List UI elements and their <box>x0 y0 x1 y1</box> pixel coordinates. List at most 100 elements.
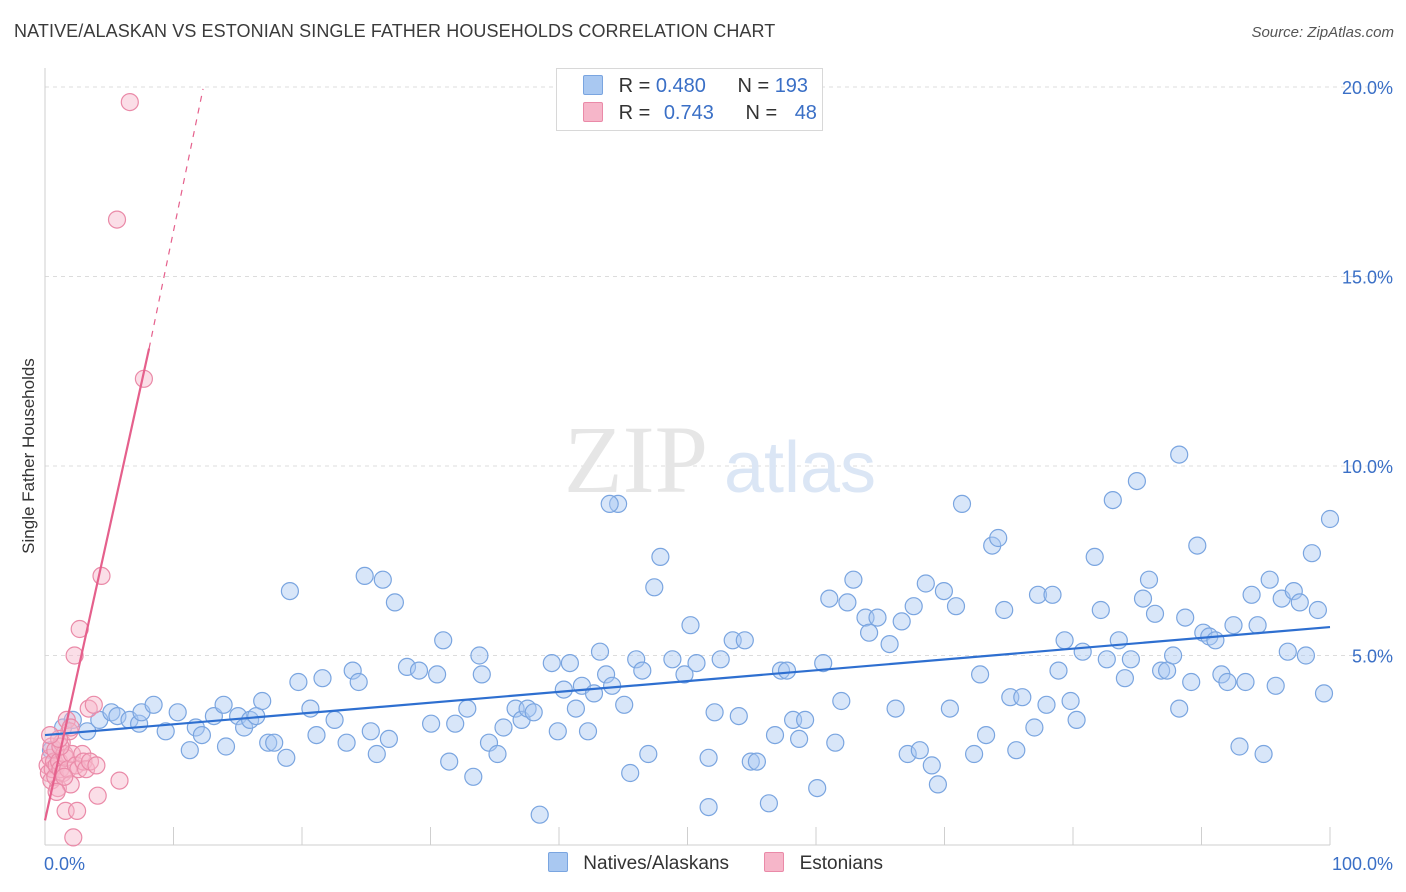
y-tick-label: 5.0% <box>1352 646 1393 666</box>
point-natives <box>940 699 960 718</box>
point-natives <box>675 665 694 684</box>
bottom-legend: Natives/Alaskans Estonians <box>548 852 913 875</box>
point-natives <box>970 665 990 684</box>
point-natives <box>458 699 477 718</box>
point-natives <box>566 699 586 718</box>
point-natives <box>409 661 429 680</box>
point-natives <box>922 756 941 775</box>
point-natives <box>385 593 404 612</box>
point-natives <box>542 653 561 673</box>
point-natives <box>989 528 1008 548</box>
axes <box>44 68 1331 846</box>
point-natives <box>844 570 863 589</box>
point-natives <box>446 714 465 733</box>
y-axis-label: Single Father Households <box>19 358 38 554</box>
legend-swatch-estonians <box>583 102 603 122</box>
point-natives <box>916 574 935 593</box>
point-natives <box>280 581 299 601</box>
point-natives <box>928 775 948 794</box>
point-natives <box>747 752 767 771</box>
point-natives <box>814 653 833 673</box>
point-estonians <box>55 767 74 786</box>
point-natives <box>144 695 163 714</box>
point-natives <box>1266 676 1285 695</box>
point-natives <box>337 733 356 752</box>
point-natives <box>1151 661 1171 680</box>
point-natives <box>946 597 966 616</box>
point-natives <box>952 494 972 513</box>
bottom-legend-estonians[interactable]: Estonians <box>764 852 883 875</box>
point-natives <box>216 737 236 756</box>
point-natives <box>1290 593 1309 612</box>
point-natives <box>590 642 610 661</box>
point-natives <box>1043 585 1062 604</box>
point-natives <box>192 725 211 745</box>
point-natives <box>711 650 730 669</box>
point-natives <box>1230 737 1249 756</box>
point-natives <box>108 706 127 726</box>
point-natives <box>633 661 652 680</box>
point-natives <box>494 718 513 737</box>
point-natives <box>639 744 658 764</box>
point-natives <box>910 741 929 760</box>
tick-labels: 5.0% 10.0% 15.0% 20.0% 0.0% 100.0% <box>44 78 1393 874</box>
point-natives <box>1236 672 1255 692</box>
point-natives <box>795 710 815 730</box>
legend-r-value: 0.743 <box>663 102 714 124</box>
point-natives <box>663 650 682 669</box>
legend-box: R = 0.480 N = 193 R = 0.743 N = 48 <box>556 68 823 131</box>
point-natives <box>1157 661 1177 680</box>
point-natives <box>699 748 718 767</box>
bottom-legend-label-estonians: Estonians <box>799 853 884 874</box>
point-natives <box>1163 646 1183 665</box>
point-natives <box>964 744 984 764</box>
point-natives <box>1085 547 1104 567</box>
point-natives <box>765 725 785 745</box>
trend-line-estonians <box>43 348 151 821</box>
y-tick-label: 10.0% <box>1342 457 1393 477</box>
point-natives <box>596 665 616 684</box>
trend-lines <box>43 88 1331 821</box>
point-natives <box>1224 616 1243 635</box>
point-natives <box>313 669 332 688</box>
point-natives <box>600 494 619 513</box>
point-natives <box>1103 491 1122 510</box>
point-natives <box>859 623 879 642</box>
legend-swatch-natives <box>583 75 603 95</box>
watermark-atlas: atlas <box>724 428 876 508</box>
trend-line-estonians-extension <box>148 88 204 349</box>
point-natives <box>681 616 700 635</box>
point-natives <box>1067 710 1086 730</box>
point-natives <box>361 722 380 741</box>
bottom-legend-natives[interactable]: Natives/Alaskans <box>548 852 729 875</box>
point-natives <box>1073 642 1092 661</box>
point-natives <box>1254 744 1273 764</box>
point-natives <box>349 672 368 692</box>
point-natives <box>253 691 272 711</box>
point-natives <box>826 733 845 752</box>
legend-n-value: 193 <box>774 75 809 97</box>
point-natives <box>898 744 917 764</box>
point-natives <box>578 722 598 741</box>
point-natives <box>180 741 199 760</box>
legend-r-label: R = <box>618 102 651 124</box>
point-natives <box>325 710 344 730</box>
point-natives <box>602 676 622 695</box>
point-natives <box>259 733 278 752</box>
point-natives <box>168 703 187 722</box>
point-natives <box>1037 695 1056 714</box>
point-natives <box>621 763 640 783</box>
grid-lines <box>45 86 1388 656</box>
point-natives <box>289 672 308 692</box>
point-natives <box>645 578 664 597</box>
point-natives <box>789 729 809 749</box>
point-natives <box>1145 604 1165 623</box>
point-natives <box>892 612 911 631</box>
point-natives <box>379 729 398 749</box>
point-natives <box>530 805 549 824</box>
point-natives <box>820 589 839 608</box>
point-natives <box>1260 570 1279 589</box>
point-natives <box>1284 581 1303 601</box>
point-estonians <box>110 771 129 790</box>
point-natives <box>367 744 386 764</box>
